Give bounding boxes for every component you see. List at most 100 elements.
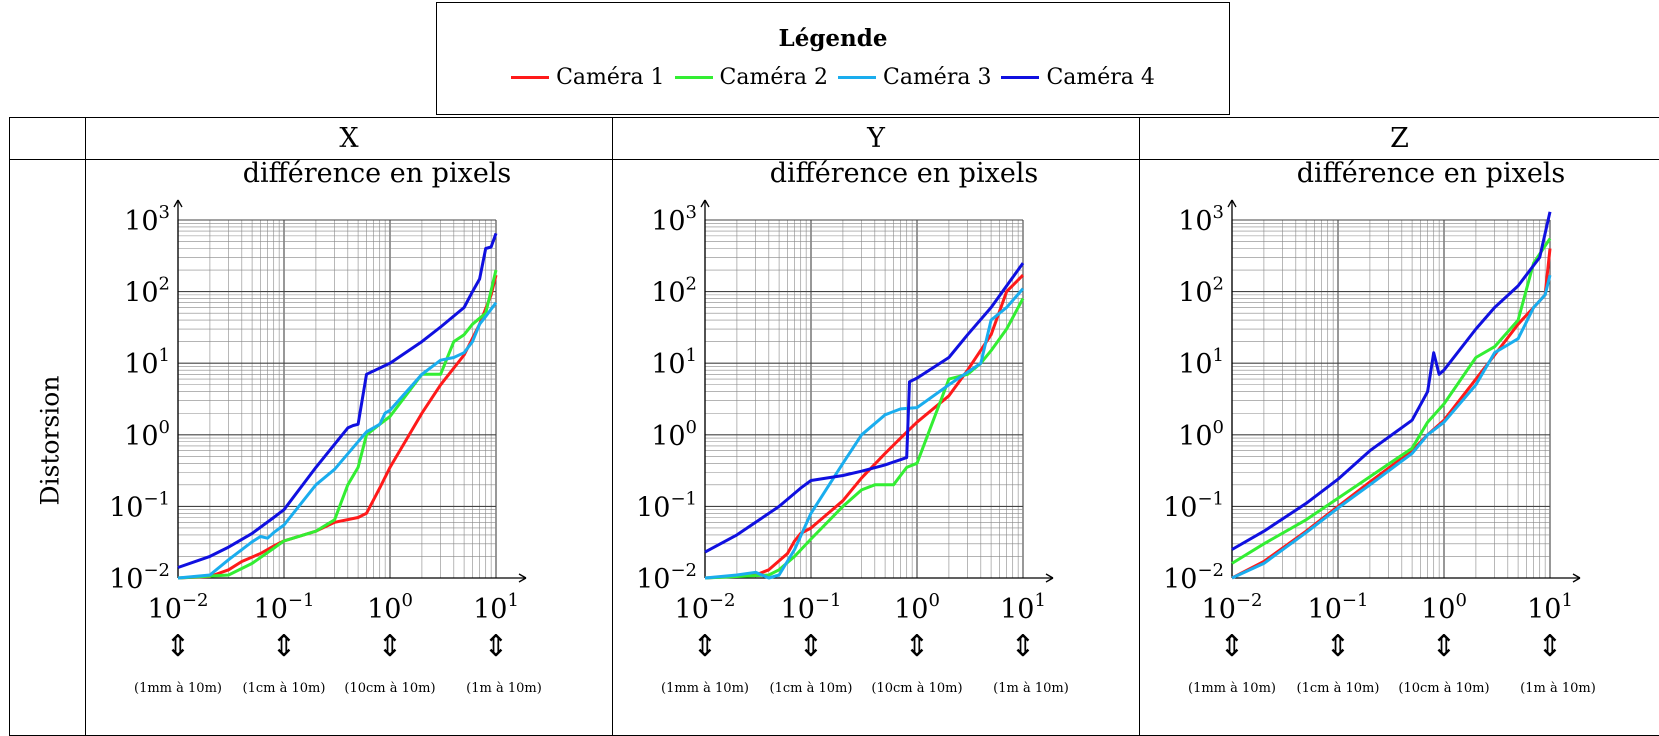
series-line-camera-3 [1231,274,1552,580]
series-line-camera-3 [177,301,498,580]
legend-swatch-camera-4 [1001,76,1040,79]
x-annotation: (1m à 10m) [1520,681,1596,696]
x-tick-label: 101 [473,590,519,625]
x-annotation: (10cm à 10m) [1398,681,1489,696]
x-tick-label: 101 [1000,590,1046,625]
legend-item-camera-1: Caméra 1 [511,65,665,90]
x-annotation: (1cm à 10m) [770,681,853,696]
y-axis-arrow [700,199,710,208]
x-annotation: (10cm à 10m) [871,681,962,696]
legend-item-camera-3: Caméra 3 [838,65,991,90]
double-arrow-icon: ⇕ [271,629,296,664]
double-arrow-icon: ⇕ [1219,629,1244,664]
legend-items: Caméra 1 Caméra 2 Caméra 3 Caméra 4 [437,65,1229,90]
y-axis-arrow [1227,199,1237,208]
legend-swatch-camera-3 [838,76,876,79]
chart-x: différence en pixels 10−2 10−1 100 101 102 103… [109,160,542,696]
grid [704,219,1024,579]
y-tick-label: 100 [651,417,697,452]
row-label: Distorsion [14,375,86,505]
chart-title: différence en pixels [243,160,512,189]
double-arrow-icon: ⇕ [1010,629,1035,664]
double-arrow-icon: ⇕ [1431,629,1456,664]
legend-box: Légende Caméra 1 Caméra 2 Caméra 3 Camér… [436,2,1230,115]
legend-title: Légende [778,25,888,52]
grid [1231,219,1551,579]
column-header-z: Z [1390,123,1409,154]
column-header-y: Y [867,123,885,154]
y-tick-label: 100 [124,417,170,452]
table-divider [85,117,86,736]
chart-title: différence en pixels [770,160,1039,189]
chart-z: différence en pixels 10−2 10−1 100 101 102 103… [1163,160,1596,696]
series-line-camera-1 [177,274,498,580]
x-axis-arrow [518,573,527,583]
y-tick-label: 10−1 [109,488,170,523]
series-line-camera-4 [1231,211,1552,551]
legend-label-camera-1: Caméra 1 [556,65,665,90]
column-header-x: X [339,123,359,154]
row-label-distortion: Distorsion [35,375,65,505]
y-tick-label: 102 [124,274,170,309]
x-tick-label: 10−2 [675,590,736,625]
series-line-camera-4 [704,262,1025,554]
series-line-camera-4 [177,232,498,569]
double-arrow-icon: ⇕ [377,629,402,664]
series-group [177,232,498,580]
x-annotation: (10cm à 10m) [344,681,435,696]
table-divider [1139,117,1140,736]
series-line-camera-2 [177,269,498,580]
y-tick-label: 100 [1178,417,1224,452]
legend-item-camera-4: Caméra 4 [1001,65,1155,90]
series-line-camera-2 [1231,237,1552,565]
x-tick-label: 10−2 [148,590,209,625]
chart-title: différence en pixels [1297,160,1566,189]
y-tick-label: 10−2 [636,560,697,595]
grid [177,219,497,579]
x-axis-arrow [1572,573,1581,583]
series-line-camera-3 [704,287,1025,580]
x-tick-label: 100 [1421,590,1467,625]
legend-label-camera-4: Caméra 4 [1046,65,1155,90]
x-annotation: (1m à 10m) [466,681,542,696]
x-tick-label: 100 [367,590,413,625]
double-arrow-icon: ⇕ [798,629,823,664]
x-annotation: (1cm à 10m) [1297,681,1380,696]
legend-label-camera-3: Caméra 3 [883,65,992,90]
x-tick-label: 101 [1527,590,1573,625]
y-tick-label: 101 [651,345,697,380]
x-annotation: (1cm à 10m) [243,681,326,696]
double-arrow-icon: ⇕ [904,629,929,664]
chart-y: différence en pixels 10−2 10−1 100 101 102 103… [636,160,1069,696]
x-tick-label: 10−1 [254,590,315,625]
y-tick-label: 103 [651,202,697,237]
x-axis-arrow [1045,573,1054,583]
table-header-divider [9,159,1659,160]
x-tick-label: 100 [894,590,940,625]
y-tick-label: 101 [124,345,170,380]
y-tick-label: 10−2 [1163,560,1224,595]
x-annotation: (1mm à 10m) [1188,681,1276,696]
x-tick-label: 10−1 [781,590,842,625]
double-arrow-icon: ⇕ [692,629,717,664]
y-tick-label: 10−1 [1163,488,1224,523]
double-arrow-icon: ⇕ [1325,629,1350,664]
y-axis-arrow [173,199,183,208]
x-annotation: (1mm à 10m) [661,681,749,696]
legend-item-camera-2: Caméra 2 [674,65,828,90]
y-tick-label: 101 [1178,345,1224,380]
legend-swatch-camera-2 [674,76,713,79]
double-arrow-icon: ⇕ [483,629,508,664]
x-tick-label: 10−1 [1308,590,1369,625]
series-group [704,262,1025,580]
y-tick-label: 102 [651,274,697,309]
y-tick-label: 10−1 [636,488,697,523]
y-tick-label: 103 [124,202,170,237]
x-annotation: (1m à 10m) [993,681,1069,696]
table-divider [612,117,613,736]
double-arrow-icon: ⇕ [165,629,190,664]
y-tick-label: 103 [1178,202,1224,237]
legend-swatch-camera-1 [511,76,550,79]
x-tick-label: 10−2 [1202,590,1263,625]
legend-label-camera-2: Caméra 2 [719,65,828,90]
